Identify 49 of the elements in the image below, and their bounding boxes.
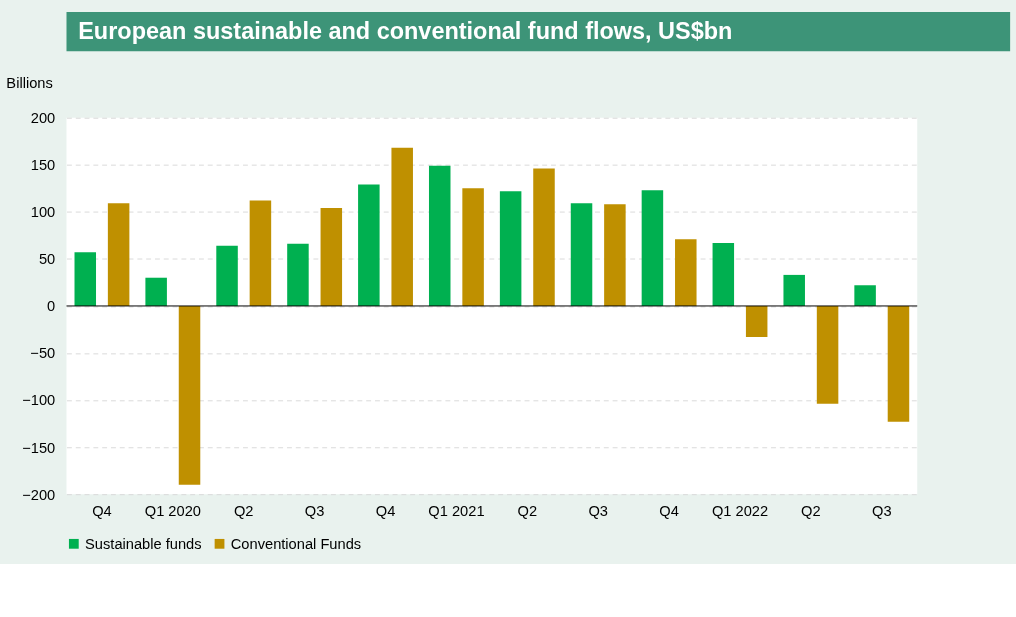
x-tick-label: Q2: [517, 503, 538, 520]
legend-label: Sustainable funds: [85, 535, 202, 552]
x-tick-label: Q1 2020: [144, 503, 201, 520]
legend-label: Conventional Funds: [230, 535, 362, 552]
bar: [320, 208, 343, 306]
bar: [216, 245, 238, 306]
x-tick-label: Q2: [801, 503, 821, 520]
bar: [145, 277, 167, 306]
bar: [783, 274, 805, 306]
bar: [74, 252, 97, 306]
bar: [391, 147, 413, 306]
bar: [533, 168, 555, 306]
x-tick-label: Q1 2022: [711, 503, 769, 520]
bar: [107, 203, 130, 306]
y-tick-label: −150: [22, 439, 56, 456]
bar: [712, 242, 735, 306]
x-tick-label: Q1 2021: [428, 503, 485, 520]
bar: [887, 305, 910, 422]
bar: [462, 188, 484, 306]
x-tick-label: Q4: [375, 503, 396, 520]
bar: [745, 305, 768, 338]
x-tick-label: Q3: [588, 503, 608, 520]
bar: [249, 200, 272, 306]
y-tick-label: −50: [30, 345, 56, 362]
y-tick-label: 200: [30, 110, 56, 127]
x-tick-label: Q2: [233, 503, 254, 520]
bar: [287, 243, 309, 306]
x-tick-label: Q3: [304, 503, 325, 520]
bar: [675, 239, 697, 306]
y-tick-label: −200: [22, 486, 56, 503]
chart-title: European sustainable and conventional fund flows, US$bn: [78, 17, 733, 44]
bar: [570, 203, 593, 306]
y-axis-title: Billions: [6, 74, 53, 91]
bar: [604, 204, 626, 306]
bar: [816, 305, 839, 404]
x-tick-label: Q4: [92, 503, 112, 520]
y-tick-label: 50: [38, 251, 56, 268]
bar: [358, 184, 380, 306]
bar: [499, 191, 522, 306]
y-tick-label: 100: [30, 204, 56, 221]
y-tick-label: 0: [47, 298, 56, 315]
x-tick-label: Q4: [659, 503, 679, 520]
x-tick-label: Q3: [872, 503, 892, 520]
y-tick-label: 150: [30, 157, 56, 174]
y-tick-label: −100: [22, 392, 56, 409]
bar: [178, 305, 201, 485]
bar: [854, 285, 876, 306]
bar: [641, 190, 664, 306]
bar: [428, 165, 451, 306]
